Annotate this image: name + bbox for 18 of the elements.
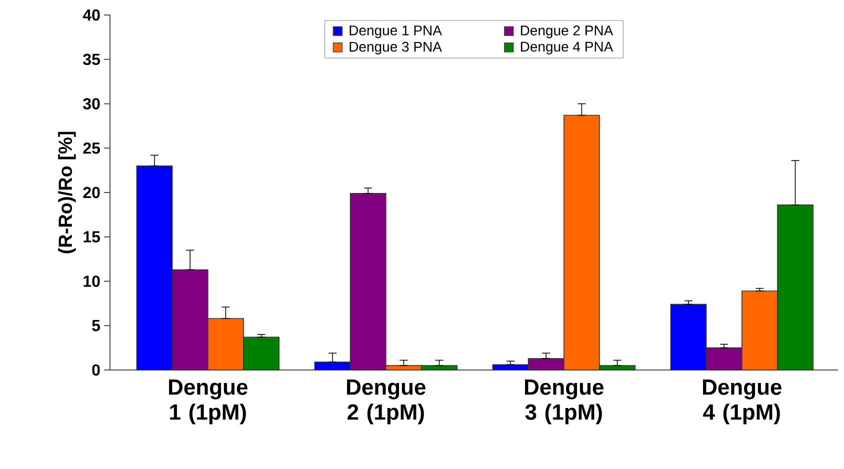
y-axis-title: (R-Ro)/Ro [%]: [58, 132, 76, 254]
y-tick-label: 35: [83, 54, 100, 66]
x-tick-label: Dengue 4 (1pM): [703, 380, 782, 424]
x-tick-label: Dengue 2 (1pM): [347, 380, 426, 424]
y-tick-label: 40: [82, 9, 100, 21]
x-tick-label: Dengue 3 (1pM): [525, 380, 604, 424]
legend-label: Dengue 1 PNA: [350, 26, 442, 38]
y-tick-label: 5: [92, 320, 100, 332]
y-tick-label: 15: [84, 231, 100, 242]
y-tick-label: 20: [83, 186, 100, 198]
legend-label: Dengue 3 PNA: [350, 42, 442, 54]
x-tick-label: Dengue 1 (1pM): [169, 380, 248, 424]
y-tick-label: 0: [92, 364, 100, 376]
y-tick-label: 30: [83, 98, 100, 110]
legend-label: Dengue 4 PNA: [520, 42, 614, 54]
legend-label: Dengue 2 PNA: [520, 26, 614, 38]
y-tick-label: 25: [83, 142, 100, 154]
y-tick-label: 10: [84, 276, 100, 287]
